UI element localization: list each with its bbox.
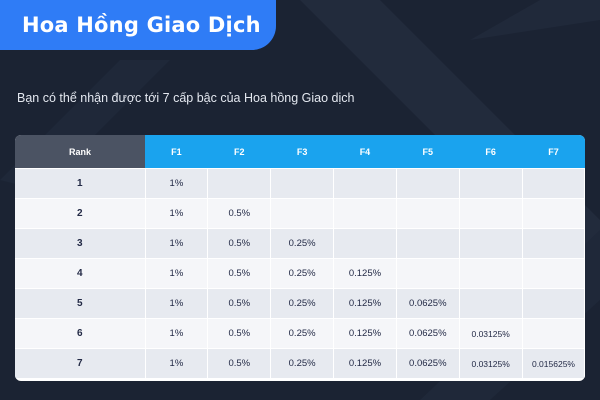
commission-cell	[522, 258, 585, 289]
commission-cell	[459, 258, 523, 289]
table-row: 3 1% 0.5% 0.25%	[15, 228, 585, 259]
rank-cell: 5	[15, 288, 146, 319]
commission-table: Rank F1 F2 F3 F4 F5 F6 F7 1 1%	[15, 135, 585, 378]
commission-cell	[459, 168, 523, 199]
commission-cell: 0.125%	[333, 348, 397, 378]
commission-cell: 0.25%	[270, 228, 335, 259]
commission-cell	[270, 198, 335, 229]
commission-cell	[459, 228, 523, 259]
rank-cell: 2	[15, 198, 146, 229]
column-header-f3: F3	[270, 135, 334, 169]
commission-cell	[207, 168, 272, 199]
commission-cell: 1%	[145, 318, 209, 349]
table-row: 1 1%	[15, 168, 585, 199]
commission-cell	[522, 288, 585, 319]
table-row: 2 1% 0.5%	[15, 198, 585, 229]
commission-cell	[270, 168, 335, 199]
table-body: 1 1% 2 1% 0.5% 3 1%	[15, 168, 585, 378]
page-title: Hoa Hồng Giao Dịch	[22, 13, 261, 37]
column-header-f1: F1	[145, 135, 208, 169]
rank-cell: 7	[15, 348, 146, 378]
rank-cell: 1	[15, 168, 146, 199]
commission-cell: 0.125%	[333, 318, 397, 349]
column-header-rank: Rank	[15, 135, 145, 169]
commission-cell: 0.5%	[207, 198, 272, 229]
commission-cell	[396, 258, 460, 289]
commission-cell: 1%	[145, 348, 209, 378]
commission-cell: 0.125%	[333, 258, 397, 289]
commission-cell	[459, 288, 523, 319]
commission-cell: 0.25%	[270, 288, 335, 319]
commission-cell: 0.25%	[270, 318, 335, 349]
commission-cell: 0.5%	[207, 288, 272, 319]
commission-cell: 1%	[145, 258, 209, 289]
commission-cell	[396, 198, 460, 229]
table-row: 5 1% 0.5% 0.25% 0.125% 0.0625%	[15, 288, 585, 319]
page-subtitle: Bạn có thể nhận được tới 7 cấp bậc của H…	[17, 91, 355, 105]
commission-cell: 0.0625%	[396, 318, 460, 349]
commission-cell	[333, 228, 397, 259]
commission-cell: 0.5%	[207, 228, 272, 259]
commission-cell: 0.5%	[207, 348, 272, 378]
commission-cell: 0.25%	[270, 348, 335, 378]
column-header-f4: F4	[333, 135, 397, 169]
commission-cell: 0.0625%	[396, 288, 460, 319]
commission-cell	[396, 168, 460, 199]
column-header-f2: F2	[207, 135, 271, 169]
commission-cell	[522, 198, 585, 229]
table-row: 6 1% 0.5% 0.25% 0.125% 0.0625% 0.03125%	[15, 318, 585, 349]
column-header-f5: F5	[396, 135, 460, 169]
commission-cell: 0.0625%	[396, 348, 460, 378]
rank-cell: 6	[15, 318, 146, 349]
rank-cell: 3	[15, 228, 146, 259]
commission-cell	[333, 198, 397, 229]
commission-cell	[333, 168, 397, 199]
table-header: Rank F1 F2 F3 F4 F5 F6 F7	[15, 135, 585, 169]
commission-cell: 0.03125%	[459, 318, 523, 349]
commission-cell	[459, 198, 523, 229]
column-header-f7: F7	[522, 135, 585, 169]
table-row: 7 1% 0.5% 0.25% 0.125% 0.0625% 0.03125% …	[15, 348, 585, 378]
commission-cell: 1%	[145, 198, 209, 229]
rank-cell: 4	[15, 258, 146, 289]
commission-cell: 0.03125%	[459, 348, 523, 378]
commission-table-container: Rank F1 F2 F3 F4 F5 F6 F7 1 1%	[15, 135, 585, 381]
commission-cell: 0.25%	[270, 258, 335, 289]
commission-cell: 0.5%	[207, 258, 272, 289]
commission-cell	[522, 318, 585, 349]
title-banner: Hoa Hồng Giao Dịch	[0, 0, 276, 50]
column-header-f6: F6	[459, 135, 523, 169]
table-row: 4 1% 0.5% 0.25% 0.125%	[15, 258, 585, 289]
commission-cell	[522, 228, 585, 259]
commission-cell: 0.125%	[333, 288, 397, 319]
commission-cell: 0.5%	[207, 318, 272, 349]
commission-cell	[522, 168, 585, 199]
commission-cell: 0.015625%	[522, 348, 585, 378]
commission-cell: 1%	[145, 288, 209, 319]
commission-cell	[396, 228, 460, 259]
commission-cell: 1%	[145, 228, 209, 259]
header-row: Rank F1 F2 F3 F4 F5 F6 F7	[15, 135, 585, 169]
commission-cell: 1%	[145, 168, 209, 199]
